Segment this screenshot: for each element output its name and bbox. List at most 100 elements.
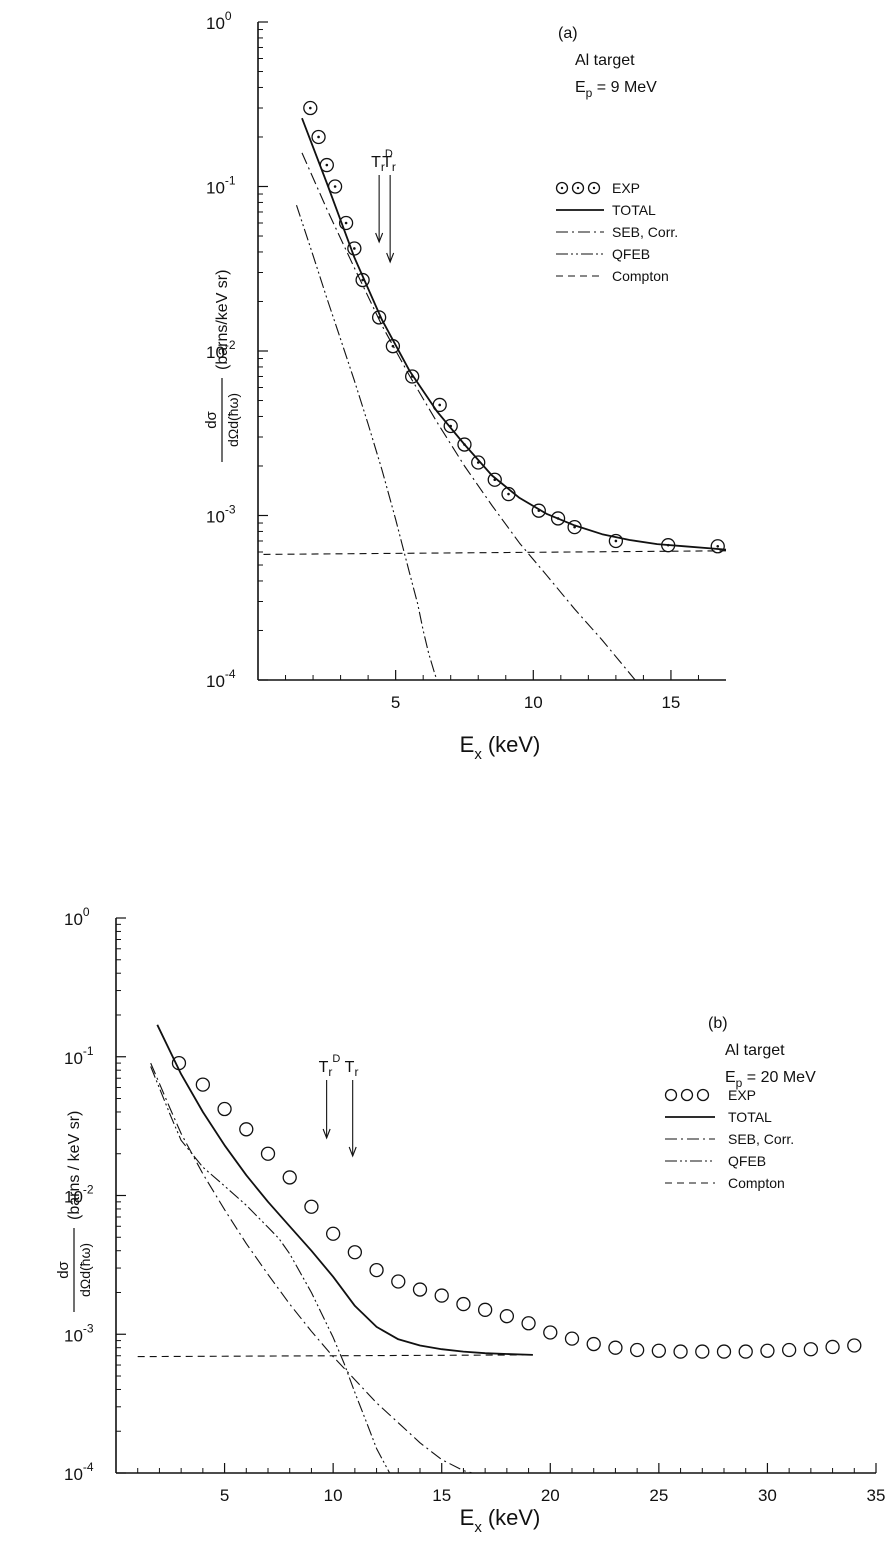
legend-label-total: TOTAL [612,202,656,218]
legend-label-seb: SEB, Corr. [728,1131,794,1147]
y-tick-base: 10 [206,14,225,33]
y-axis-unit: (barns / keV sr) [66,1111,83,1220]
data-point-center [716,544,720,548]
legend-label-qfeb: QFEB [612,246,650,262]
x-axis-subscript: x [474,1519,482,1536]
threshold-arrow-head [386,252,395,264]
legend-marker-circle [664,1088,678,1102]
energy-symbol: E [575,79,586,96]
legend-label-qfeb: QFEB [728,1153,766,1169]
x-tick-label: 10 [524,693,543,712]
legend-marker-circle [555,181,569,195]
data-point-center [325,163,329,167]
y-axis-denominator: dΩd(ħω) [77,1243,93,1297]
legend-marker-circle [571,181,585,195]
threshold-symbol: T [345,1059,355,1076]
y-tick-label: 10-1 [64,1044,94,1068]
data-point [781,1342,797,1358]
series-line-total [156,1024,533,1356]
y-tick-label: 10-2 [206,338,236,362]
data-point [760,1343,775,1358]
energy-symbol: E [725,1069,736,1086]
panel-label: (b) [708,1015,728,1032]
y-tick-exponent: 0 [83,905,90,919]
energy-subscript: p [736,1076,743,1090]
data-point [217,1101,232,1117]
series-line-total [301,117,727,551]
data-point-center [438,403,441,407]
legend-marker-dot [592,186,596,190]
x-tick-label: 5 [391,693,400,712]
y-tick-exponent: -2 [83,1183,94,1197]
data-point-center [353,247,356,250]
data-point [543,1325,558,1340]
energy-value: = 20 MeV [742,1069,816,1086]
series-line-seb [150,1062,473,1474]
x-tick-label: 25 [649,1486,668,1505]
y-axis-title: dσ dΩd(ħω) (barns/keV sr) [203,270,241,462]
y-tick-exponent: -1 [83,1044,94,1058]
y-tick-label: 10-3 [64,1321,94,1345]
data-point [369,1262,384,1278]
y-tick-label: 10-4 [206,667,236,691]
threshold-arrow-head [322,1128,331,1140]
data-point [608,1340,623,1355]
data-point [239,1122,254,1137]
y-tick-base: 10 [206,508,225,527]
data-point-center [507,492,510,496]
series-line-qfeb [150,1066,391,1474]
data-point [716,1344,732,1359]
series-line-seb [301,152,636,681]
y-tick-label: 10-1 [206,174,236,198]
y-axis-denominator: dΩd(ħω) [225,393,241,447]
data-point [260,1146,276,1161]
threshold-subscript: r [328,1065,332,1079]
legend-marker-circle [696,1088,710,1102]
y-tick-exponent: -4 [83,1460,94,1474]
x-axis-symbol: E [460,732,475,757]
legend-label-compton: Compton [612,268,669,284]
y-tick-exponent: -2 [225,338,236,352]
legend-marker-dot [560,186,564,190]
y-tick-exponent: 0 [225,9,232,23]
data-point [847,1338,862,1353]
y-axis-unit: (barns/keV sr) [214,270,231,370]
legend-label-seb: SEB, Corr. [612,224,678,240]
x-axis-title: Ex (keV) [460,732,541,763]
y-tick-exponent: -3 [225,503,236,517]
data-point [412,1282,428,1297]
data-point [564,1331,580,1346]
y-tick-label: 100 [206,9,232,33]
y-tick-label: 10-2 [64,1183,94,1207]
x-tick-label: 30 [758,1486,777,1505]
beam-energy: Ep = 9 MeV [575,79,657,100]
x-tick-label: 35 [867,1486,886,1505]
panel-label: (a) [558,25,578,42]
threshold-arrow-head [375,232,384,244]
y-tick-base: 10 [64,910,83,929]
threshold-label: Tr [382,154,396,174]
x-axis-title: Ex (keV) [460,1505,541,1536]
legend-label-compton: Compton [728,1175,785,1191]
legend-marker-dot [576,186,580,190]
threshold-label: Tr [345,1059,359,1079]
threshold-arrow-head [348,1146,357,1158]
data-point [391,1274,406,1289]
energy-value: = 9 MeV [592,79,657,96]
x-axis-unit: (keV) [488,1505,541,1530]
data-point [347,1245,363,1260]
y-tick-label: 10-4 [64,1460,94,1484]
y-tick-exponent: -1 [225,174,236,188]
threshold-subscript: r [392,160,396,174]
series-line-compton [137,1354,533,1358]
data-point [803,1342,819,1357]
y-axis-numerator: dσ [55,1260,72,1278]
threshold-label: TrD [319,1053,341,1079]
y-tick-base: 10 [64,1188,83,1207]
threshold-superscript: D [332,1053,340,1065]
x-tick-label: 20 [541,1486,560,1505]
x-axis-unit: (keV) [488,732,541,757]
series-line-compton [263,550,727,555]
